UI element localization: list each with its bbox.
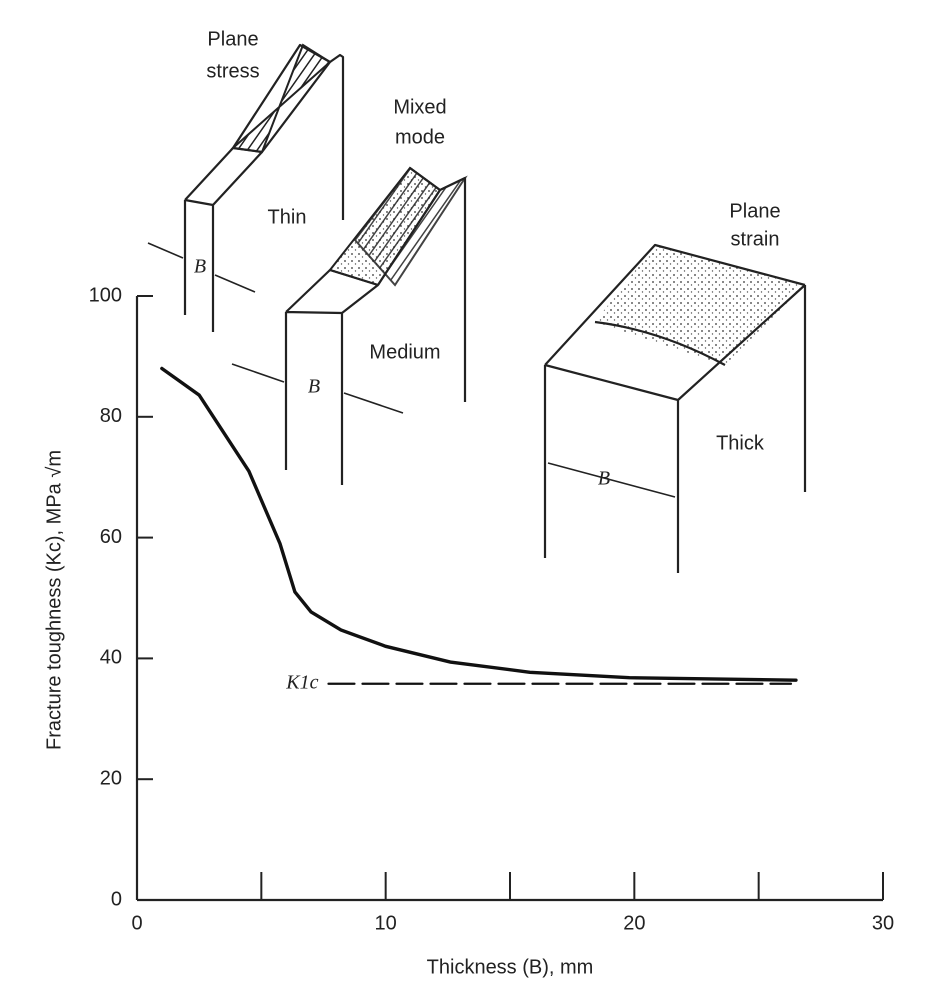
annotation: B: [308, 376, 320, 398]
y-tick-label: 100: [89, 284, 122, 306]
y-tick-label: 80: [100, 405, 122, 427]
x-tick-label: 20: [623, 912, 645, 934]
annotation: Plane: [729, 200, 780, 222]
x-tick-label: 0: [131, 912, 142, 934]
x-tick-label: 10: [375, 912, 397, 934]
y-axis-label: Fracture toughness (Kc), MPa √m: [43, 450, 65, 750]
annotation: B: [598, 468, 610, 490]
chart: Thickness (B), mm Fracture toughness (Kc…: [0, 0, 928, 989]
x-axis-label: Thickness (B), mm: [427, 956, 594, 978]
specimen-thin: [148, 45, 343, 332]
annotation: B: [194, 256, 206, 278]
specimen-thick: [545, 245, 805, 573]
annotation: stress: [206, 60, 259, 82]
data-line: [162, 368, 796, 680]
y-tick-label: 40: [100, 647, 122, 669]
series-label: K1c: [285, 671, 318, 693]
annotation: mode: [395, 126, 445, 148]
annotation: Thin: [268, 206, 307, 228]
x-tick-label: 30: [872, 912, 894, 934]
annotation: Thick: [716, 432, 765, 454]
annotation: Plane: [207, 28, 258, 50]
annotation: strain: [731, 228, 780, 250]
annotation: Mixed: [393, 96, 446, 118]
y-tick-label: 20: [100, 767, 122, 789]
annotation: Medium: [369, 341, 440, 363]
y-tick-label: 0: [111, 888, 122, 910]
y-tick-label: 60: [100, 526, 122, 548]
